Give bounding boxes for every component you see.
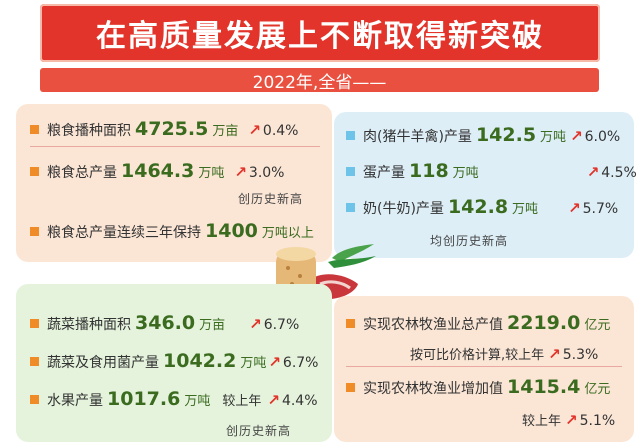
item-unit: 万吨 [540, 130, 567, 145]
square-bullet-icon [30, 167, 39, 176]
item-percent: 6.0% [584, 129, 621, 145]
up-arrow-icon: ↗ [586, 163, 600, 181]
item-unit: 万亩 [212, 124, 239, 139]
value-added-row: 实现农林牧渔业增加值 1415.4 亿元 [346, 376, 610, 398]
agriculture-panel [334, 296, 634, 442]
grain-output-row: 粮食总产量 1464.3 万吨 ↗ 3.0% [30, 160, 285, 182]
item-label: 水果产量 [47, 393, 103, 409]
item-value: 4725.5 [135, 118, 209, 140]
square-bullet-icon [346, 319, 355, 328]
item-unit: 万吨 [452, 166, 479, 181]
page-title: 在高质量发展上不断取得新突破 [96, 19, 544, 54]
up-arrow-icon: ↗ [570, 127, 583, 145]
divider [30, 146, 320, 147]
item-unit: 万吨 [198, 166, 225, 181]
grain-note: 创历史新高 [238, 192, 304, 206]
item-value: 142.5 [475, 124, 537, 146]
up-arrow-icon: ↗ [267, 391, 280, 409]
page-subtitle: 2022年,全省—— [252, 72, 387, 93]
subtitle-bar: 2022年,全省—— [0, 64, 639, 96]
total-output-row: 实现农林牧渔业总产值 2219.0 亿元 [346, 312, 610, 334]
item-label: 粮食总产量连续三年保持 [47, 225, 201, 241]
item-percent: 5.3% [562, 347, 599, 363]
compare-label: 按可比价格计算,较上年 [410, 348, 545, 363]
item-value: 1042.2 [163, 350, 237, 372]
egg-row: 蛋产量 118 万吨 ↗ 4.5% [346, 160, 637, 182]
item-unit: 万吨以上 [261, 226, 314, 241]
fruit-row: 水果产量 1017.6 万吨 较上年 ↗ 4.4% [30, 388, 318, 410]
item-unit: 万吨 [240, 356, 267, 371]
square-bullet-icon [30, 395, 39, 404]
item-label: 奶(牛奶)产量 [363, 201, 444, 217]
item-percent: 6.7% [263, 317, 300, 333]
up-arrow-icon: ↗ [548, 345, 561, 363]
item-unit: 万吨 [184, 394, 211, 409]
item-value: 1464.3 [121, 160, 195, 182]
grain-area-row: 粮食播种面积 4725.5 万亩 ↗ 0.4% [30, 118, 299, 140]
square-bullet-icon [30, 357, 39, 366]
square-bullet-icon [346, 167, 355, 176]
item-value: 1017.6 [107, 388, 181, 410]
up-arrow-icon: ↗ [568, 199, 581, 217]
vegetable-output-row: 蔬菜及食用菌产量 1042.2 万吨 ↗ 6.7% [30, 350, 319, 372]
item-unit: 亿元 [584, 318, 611, 333]
vegetable-area-row: 蔬菜播种面积 346.0 万亩 ↗ 6.7% [30, 312, 299, 334]
item-label: 粮食总产量 [47, 165, 117, 181]
title-banner: 在高质量发展上不断取得新突破 [40, 4, 600, 62]
item-percent: 4.5% [601, 165, 637, 181]
total-output-compare: 按可比价格计算,较上年 ↗ 5.3% [410, 344, 598, 363]
item-percent: 6.7% [282, 355, 319, 371]
item-percent: 5.1% [579, 413, 616, 429]
meat-row: 肉(猪牛羊禽)产量 142.5 万吨 ↗ 6.0% [346, 124, 620, 146]
square-bullet-icon [346, 383, 355, 392]
up-arrow-icon: ↗ [248, 121, 261, 139]
item-label: 肉(猪牛羊禽)产量 [363, 129, 472, 145]
item-label: 实现农林牧渔业总产值 [363, 317, 503, 333]
compare-label: 较上年 [522, 414, 562, 429]
item-unit: 亿元 [584, 382, 611, 397]
item-percent: 4.4% [281, 393, 318, 409]
item-percent: 3.0% [248, 165, 285, 181]
grain-three-years-row: 粮食总产量连续三年保持 1400 万吨以上 [30, 220, 314, 242]
square-bullet-icon [30, 227, 39, 236]
item-unit: 万亩 [199, 318, 226, 333]
up-arrow-icon: ↗ [565, 411, 578, 429]
square-bullet-icon [346, 203, 355, 212]
up-arrow-icon: ↗ [249, 315, 262, 333]
item-value: 2219.0 [507, 312, 581, 334]
livestock-panel [334, 112, 634, 258]
item-unit: 万吨 [512, 202, 539, 217]
item-percent: 0.4% [262, 123, 299, 139]
item-percent: 5.7% [582, 201, 619, 217]
item-label: 蔬菜及食用菌产量 [47, 355, 159, 371]
item-value: 1415.4 [507, 376, 581, 398]
milk-row: 奶(牛奶)产量 142.8 万吨 ↗ 5.7% [346, 196, 618, 218]
square-bullet-icon [30, 319, 39, 328]
square-bullet-icon [30, 125, 39, 134]
item-label: 粮食播种面积 [47, 123, 131, 139]
grain-panel [16, 104, 332, 262]
item-label: 实现农林牧渔业增加值 [363, 381, 503, 397]
item-value: 142.8 [447, 196, 509, 218]
item-value: 1400 [205, 220, 258, 242]
compare-label: 较上年 [222, 394, 262, 409]
value-added-compare: 较上年 ↗ 5.1% [522, 410, 615, 429]
vegetable-note: 创历史新高 [226, 424, 292, 438]
vegetable-panel [16, 284, 332, 442]
item-value: 346.0 [135, 312, 196, 334]
divider [346, 366, 622, 367]
item-label: 蛋产量 [363, 165, 405, 181]
up-arrow-icon: ↗ [234, 163, 247, 181]
item-value: 118 [409, 160, 449, 182]
livestock-note: 均创历史新高 [430, 234, 509, 248]
item-label: 蔬菜播种面积 [47, 317, 131, 333]
square-bullet-icon [346, 131, 355, 140]
up-arrow-icon: ↗ [268, 353, 281, 371]
